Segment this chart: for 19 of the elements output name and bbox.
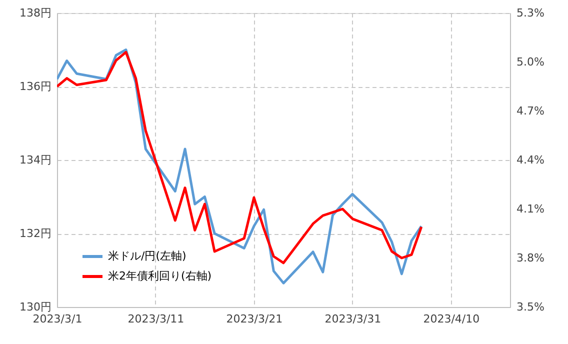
x-tick-label: 2023/4/10 xyxy=(423,312,480,326)
x-tick-label: 2023/3/1 xyxy=(32,312,82,326)
legend-label: 米ドル/円(左軸) xyxy=(108,250,186,262)
y2-tick-label: 3.5% xyxy=(516,300,544,314)
y2-tick-label: 4.4% xyxy=(516,154,544,166)
y-tick-label: 134円 xyxy=(20,154,52,166)
y-tick-label: 132円 xyxy=(20,227,52,240)
x-tick-label: 2023/3/21 xyxy=(226,312,283,326)
x-tick-label: 2023/3/31 xyxy=(324,312,382,326)
y-tick-label: 130円 xyxy=(20,300,52,314)
legend-label: 米2年債利回り(右軸) xyxy=(108,270,212,282)
y2-tick-label: 5.0% xyxy=(516,56,544,68)
y-tick-label: 138円 xyxy=(20,6,52,20)
y-tick-label: 136円 xyxy=(20,80,52,93)
y2-tick-label: 4.7% xyxy=(516,104,544,118)
x-tick-label: 2023/3/11 xyxy=(128,312,184,326)
y2-tick-label: 5.3% xyxy=(516,6,544,20)
y2-tick-label: 3.8% xyxy=(516,252,544,264)
y2-tick-label: 4.1% xyxy=(516,202,544,216)
